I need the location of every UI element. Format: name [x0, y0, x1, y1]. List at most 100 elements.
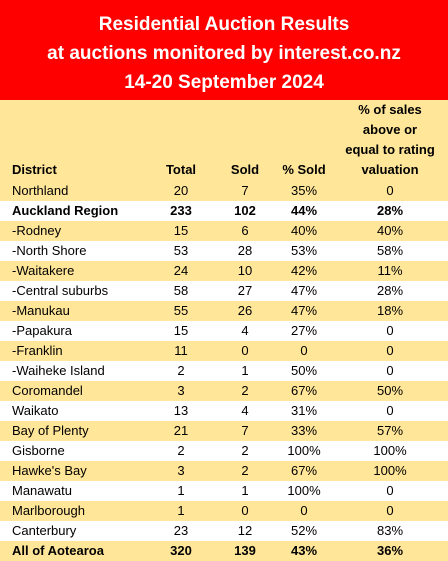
title-line-2: at auctions monitored by interest.co.nz: [47, 43, 401, 64]
cell-sold: 0: [241, 503, 249, 518]
header-valuation-line-3: equal to rating: [345, 142, 435, 157]
cell-valuation: 100%: [373, 463, 407, 478]
cell-valuation: 36%: [376, 543, 404, 558]
cell-total: 11: [174, 343, 188, 358]
table-row: Hawke's Bay 3 2 67% 100%: [0, 461, 448, 481]
cell-total: 20: [173, 183, 189, 198]
cell-total: 1: [177, 503, 185, 518]
cell-sold: 1: [241, 483, 249, 498]
cell-total: 15: [173, 323, 189, 338]
header-valuation-line-4: valuation: [361, 162, 419, 177]
cell-sold: 10: [237, 263, 253, 278]
cell-valuation: 0: [386, 403, 394, 418]
cell-sold: 2: [241, 383, 249, 398]
header-pct-sold: % Sold: [282, 162, 326, 177]
cell-total: 2: [177, 443, 185, 458]
cell-district: Waikato: [12, 403, 59, 418]
cell-valuation: 0: [386, 343, 394, 358]
cell-pct-sold: 35%: [290, 183, 318, 198]
cell-sold: 26: [237, 303, 253, 318]
cell-pct-sold: 42%: [290, 263, 318, 278]
table-row: -Franklin 11 0 0 0: [0, 341, 448, 361]
cell-pct-sold: 100%: [287, 483, 321, 498]
cell-valuation: 0: [386, 323, 394, 338]
cell-district: Gisborne: [12, 443, 65, 458]
cell-valuation: 50%: [376, 383, 404, 398]
cell-sold: 7: [241, 423, 249, 438]
cell-district: -Waiheke Island: [12, 363, 105, 378]
cell-pct-sold: 67%: [290, 383, 318, 398]
table-row: -Waiheke Island 2 1 50% 0: [0, 361, 448, 381]
cell-total: 13: [173, 403, 189, 418]
cell-district: -Central suburbs: [12, 283, 109, 298]
cell-pct-sold: 67%: [290, 463, 318, 478]
table-row: -Waitakere 24 10 42% 11%: [0, 261, 448, 281]
cell-district: Canterbury: [12, 523, 77, 538]
cell-district: Coromandel: [12, 383, 83, 398]
cell-pct-sold: 27%: [290, 323, 318, 338]
header-valuation-line-1: % of sales: [358, 102, 422, 117]
cell-valuation: 0: [386, 503, 394, 518]
cell-total: 320: [170, 543, 192, 558]
table-row: Coromandel 3 2 67% 50%: [0, 381, 448, 401]
cell-pct-sold: 33%: [290, 423, 318, 438]
cell-sold: 1: [241, 363, 249, 378]
cell-pct-sold: 53%: [290, 243, 318, 258]
cell-district: -Rodney: [12, 223, 62, 238]
cell-valuation: 40%: [376, 223, 404, 238]
cell-total: 24: [173, 263, 189, 278]
table-body: Northland 20 7 35% 0 Auckland Region 233 102 44%…: [0, 181, 448, 561]
table-row: Manawatu 1 1 100% 0: [0, 481, 448, 501]
table-row: All of Aotearoa 320 139 43% 36%: [0, 541, 448, 561]
cell-district: Marlborough: [12, 503, 85, 518]
table-row: -North Shore 53 28 53% 58%: [0, 241, 448, 261]
table-row: Bay of Plenty 21 7 33% 57%: [0, 421, 448, 441]
cell-valuation: 28%: [376, 203, 404, 218]
table-row: Gisborne 2 2 100% 100%: [0, 441, 448, 461]
cell-pct-sold: 31%: [290, 403, 318, 418]
cell-sold: 28: [237, 243, 253, 258]
table-row: -Papakura 15 4 27% 0: [0, 321, 448, 341]
cell-valuation: 0: [386, 363, 394, 378]
cell-sold: 2: [241, 443, 249, 458]
cell-sold: 139: [234, 543, 256, 558]
cell-total: 2: [177, 363, 185, 378]
cell-valuation: 28%: [376, 283, 404, 298]
cell-district: Manawatu: [12, 483, 72, 498]
results-table: District Total Sold % Sold % of sales ab…: [0, 100, 448, 561]
cell-total: 1: [177, 483, 185, 498]
header-sold: Sold: [230, 162, 260, 177]
table-row: -Central suburbs 58 27 47% 28%: [0, 281, 448, 301]
cell-district: Hawke's Bay: [12, 463, 87, 478]
header-valuation-line-2: above or: [362, 122, 418, 137]
cell-district: -Franklin: [12, 343, 63, 358]
cell-valuation: 100%: [373, 443, 407, 458]
cell-sold: 27: [237, 283, 253, 298]
cell-sold: 0: [241, 343, 249, 358]
cell-total: 58: [173, 283, 189, 298]
table-row: Waikato 13 4 31% 0: [0, 401, 448, 421]
title-line-3: 14-20 September 2024: [124, 72, 324, 93]
cell-total: 53: [173, 243, 189, 258]
cell-valuation: 18%: [376, 303, 404, 318]
cell-total: 23: [173, 523, 189, 538]
cell-sold: 4: [241, 323, 249, 338]
cell-pct-sold: 40%: [290, 223, 318, 238]
cell-sold: 102: [234, 203, 256, 218]
title-banner: Residential Auction Results at auctions …: [0, 0, 448, 100]
table-row: Canterbury 23 12 52% 83%: [0, 521, 448, 541]
cell-sold: 7: [241, 183, 249, 198]
cell-district: -Papakura: [12, 323, 72, 338]
cell-pct-sold: 0: [300, 503, 308, 518]
cell-sold: 6: [241, 223, 249, 238]
cell-valuation: 0: [386, 483, 394, 498]
cell-pct-sold: 0: [300, 343, 308, 358]
cell-district: -Waitakere: [12, 263, 75, 278]
cell-pct-sold: 44%: [290, 203, 318, 218]
cell-sold: 2: [241, 463, 249, 478]
cell-pct-sold: 100%: [287, 443, 321, 458]
header-district: District: [12, 162, 57, 177]
cell-sold: 12: [237, 523, 253, 538]
cell-pct-sold: 47%: [290, 303, 318, 318]
